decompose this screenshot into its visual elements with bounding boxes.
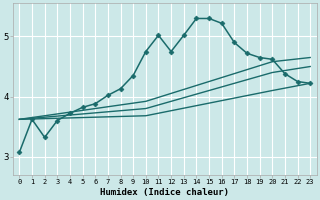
X-axis label: Humidex (Indice chaleur): Humidex (Indice chaleur): [100, 188, 229, 197]
